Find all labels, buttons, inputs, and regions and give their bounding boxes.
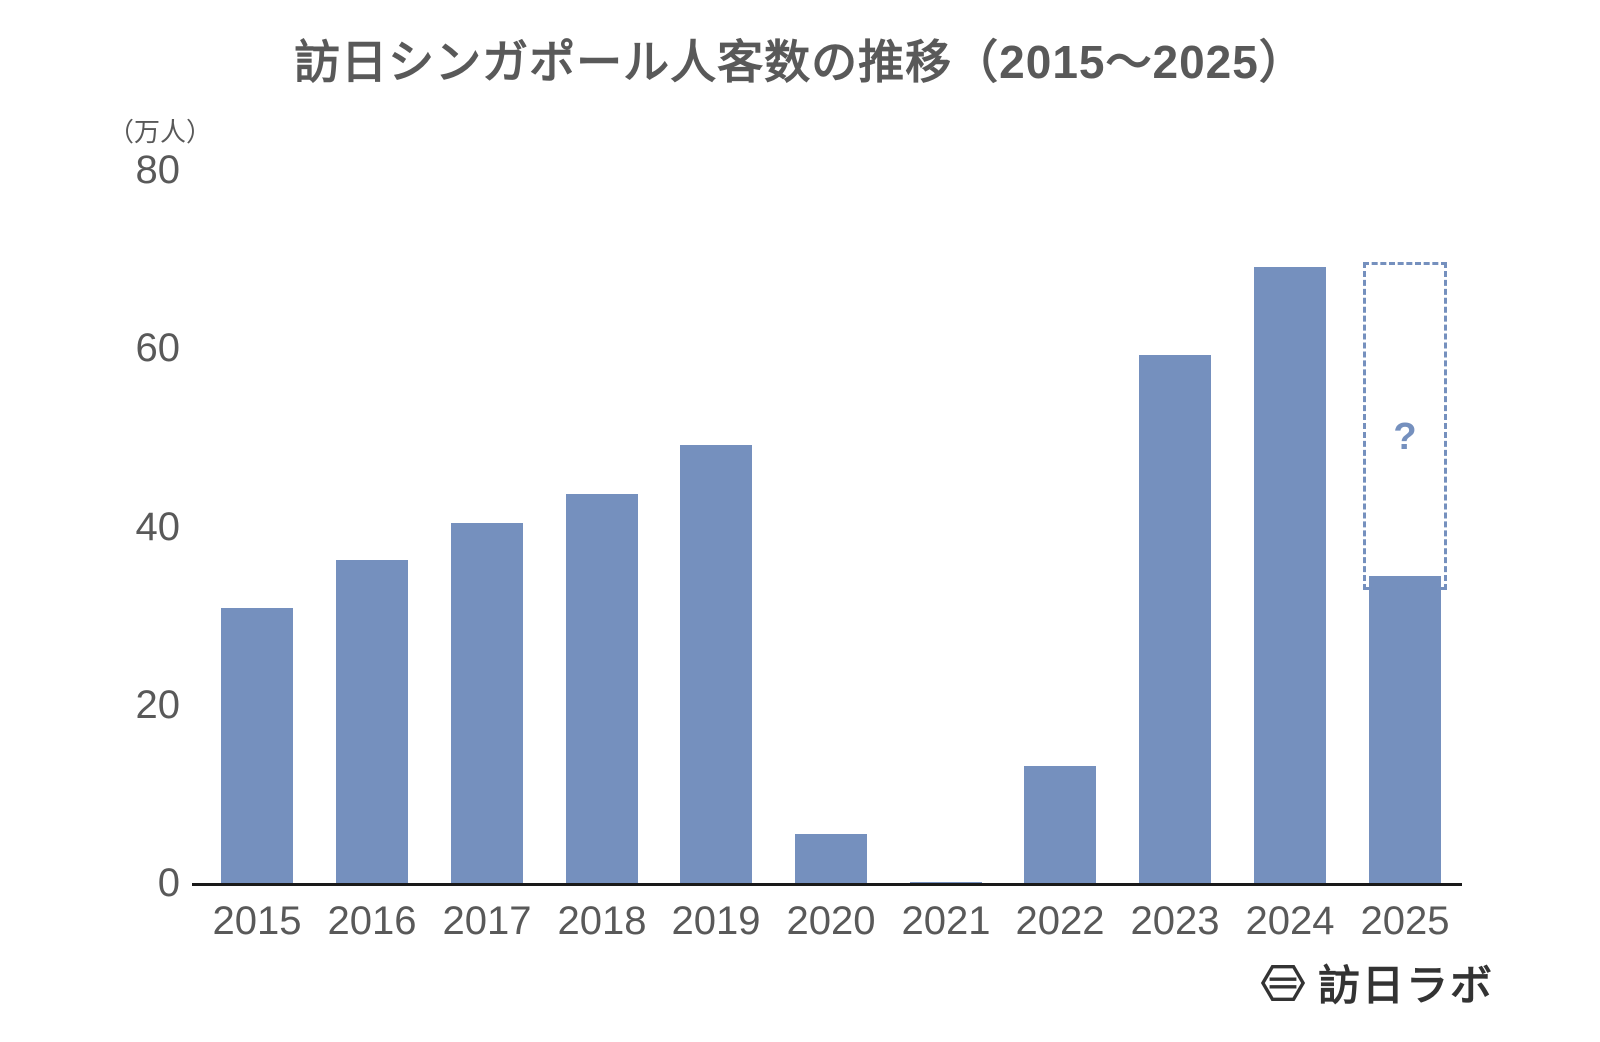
x-tick-label: 2023	[1130, 899, 1220, 943]
bar-2018	[566, 494, 638, 883]
x-tick-label: 2021	[901, 899, 991, 943]
forecast-box: ?	[1363, 262, 1447, 590]
x-tick-label: 2024	[1245, 899, 1335, 943]
x-tick-label: 2018	[557, 899, 647, 943]
bar-2023	[1139, 355, 1211, 883]
y-tick-label: 20	[135, 682, 181, 727]
y-tick-label: 40	[135, 504, 181, 549]
y-tick-label: 0	[157, 861, 180, 905]
x-tick-label: 2015	[212, 899, 302, 943]
bar-2020	[795, 834, 867, 883]
bar-2022	[1024, 766, 1096, 883]
y-axis-unit-label: （万人）	[108, 117, 213, 147]
y-tick-label: 60	[135, 326, 181, 371]
bar-2019	[680, 445, 752, 883]
bar-2017	[451, 523, 523, 883]
x-tick-label: 2025	[1360, 899, 1450, 943]
x-tick-label: 2022	[1015, 899, 1105, 943]
bar-2021	[910, 882, 982, 883]
x-axis-line	[192, 883, 1462, 886]
forecast-question-mark: ?	[1393, 416, 1417, 458]
bar-2015	[221, 608, 293, 883]
bar-2016	[336, 560, 408, 883]
bar-2024	[1254, 267, 1326, 883]
brand-logo: 訪日ラボ	[1260, 952, 1494, 1013]
bar-2025	[1369, 576, 1441, 883]
x-tick-label: 2019	[671, 899, 761, 943]
chart-title: 訪日シンガポール人客数の推移（2015～2025）	[294, 36, 1306, 88]
x-tick-label: 2017	[442, 899, 532, 943]
brand-logo-text: 訪日ラボ	[1317, 962, 1494, 1009]
hexagon-logo-icon	[1260, 964, 1306, 1001]
x-tick-label: 2016	[327, 899, 417, 943]
y-tick-label: 80	[135, 148, 181, 192]
x-tick-label: 2020	[786, 899, 876, 943]
